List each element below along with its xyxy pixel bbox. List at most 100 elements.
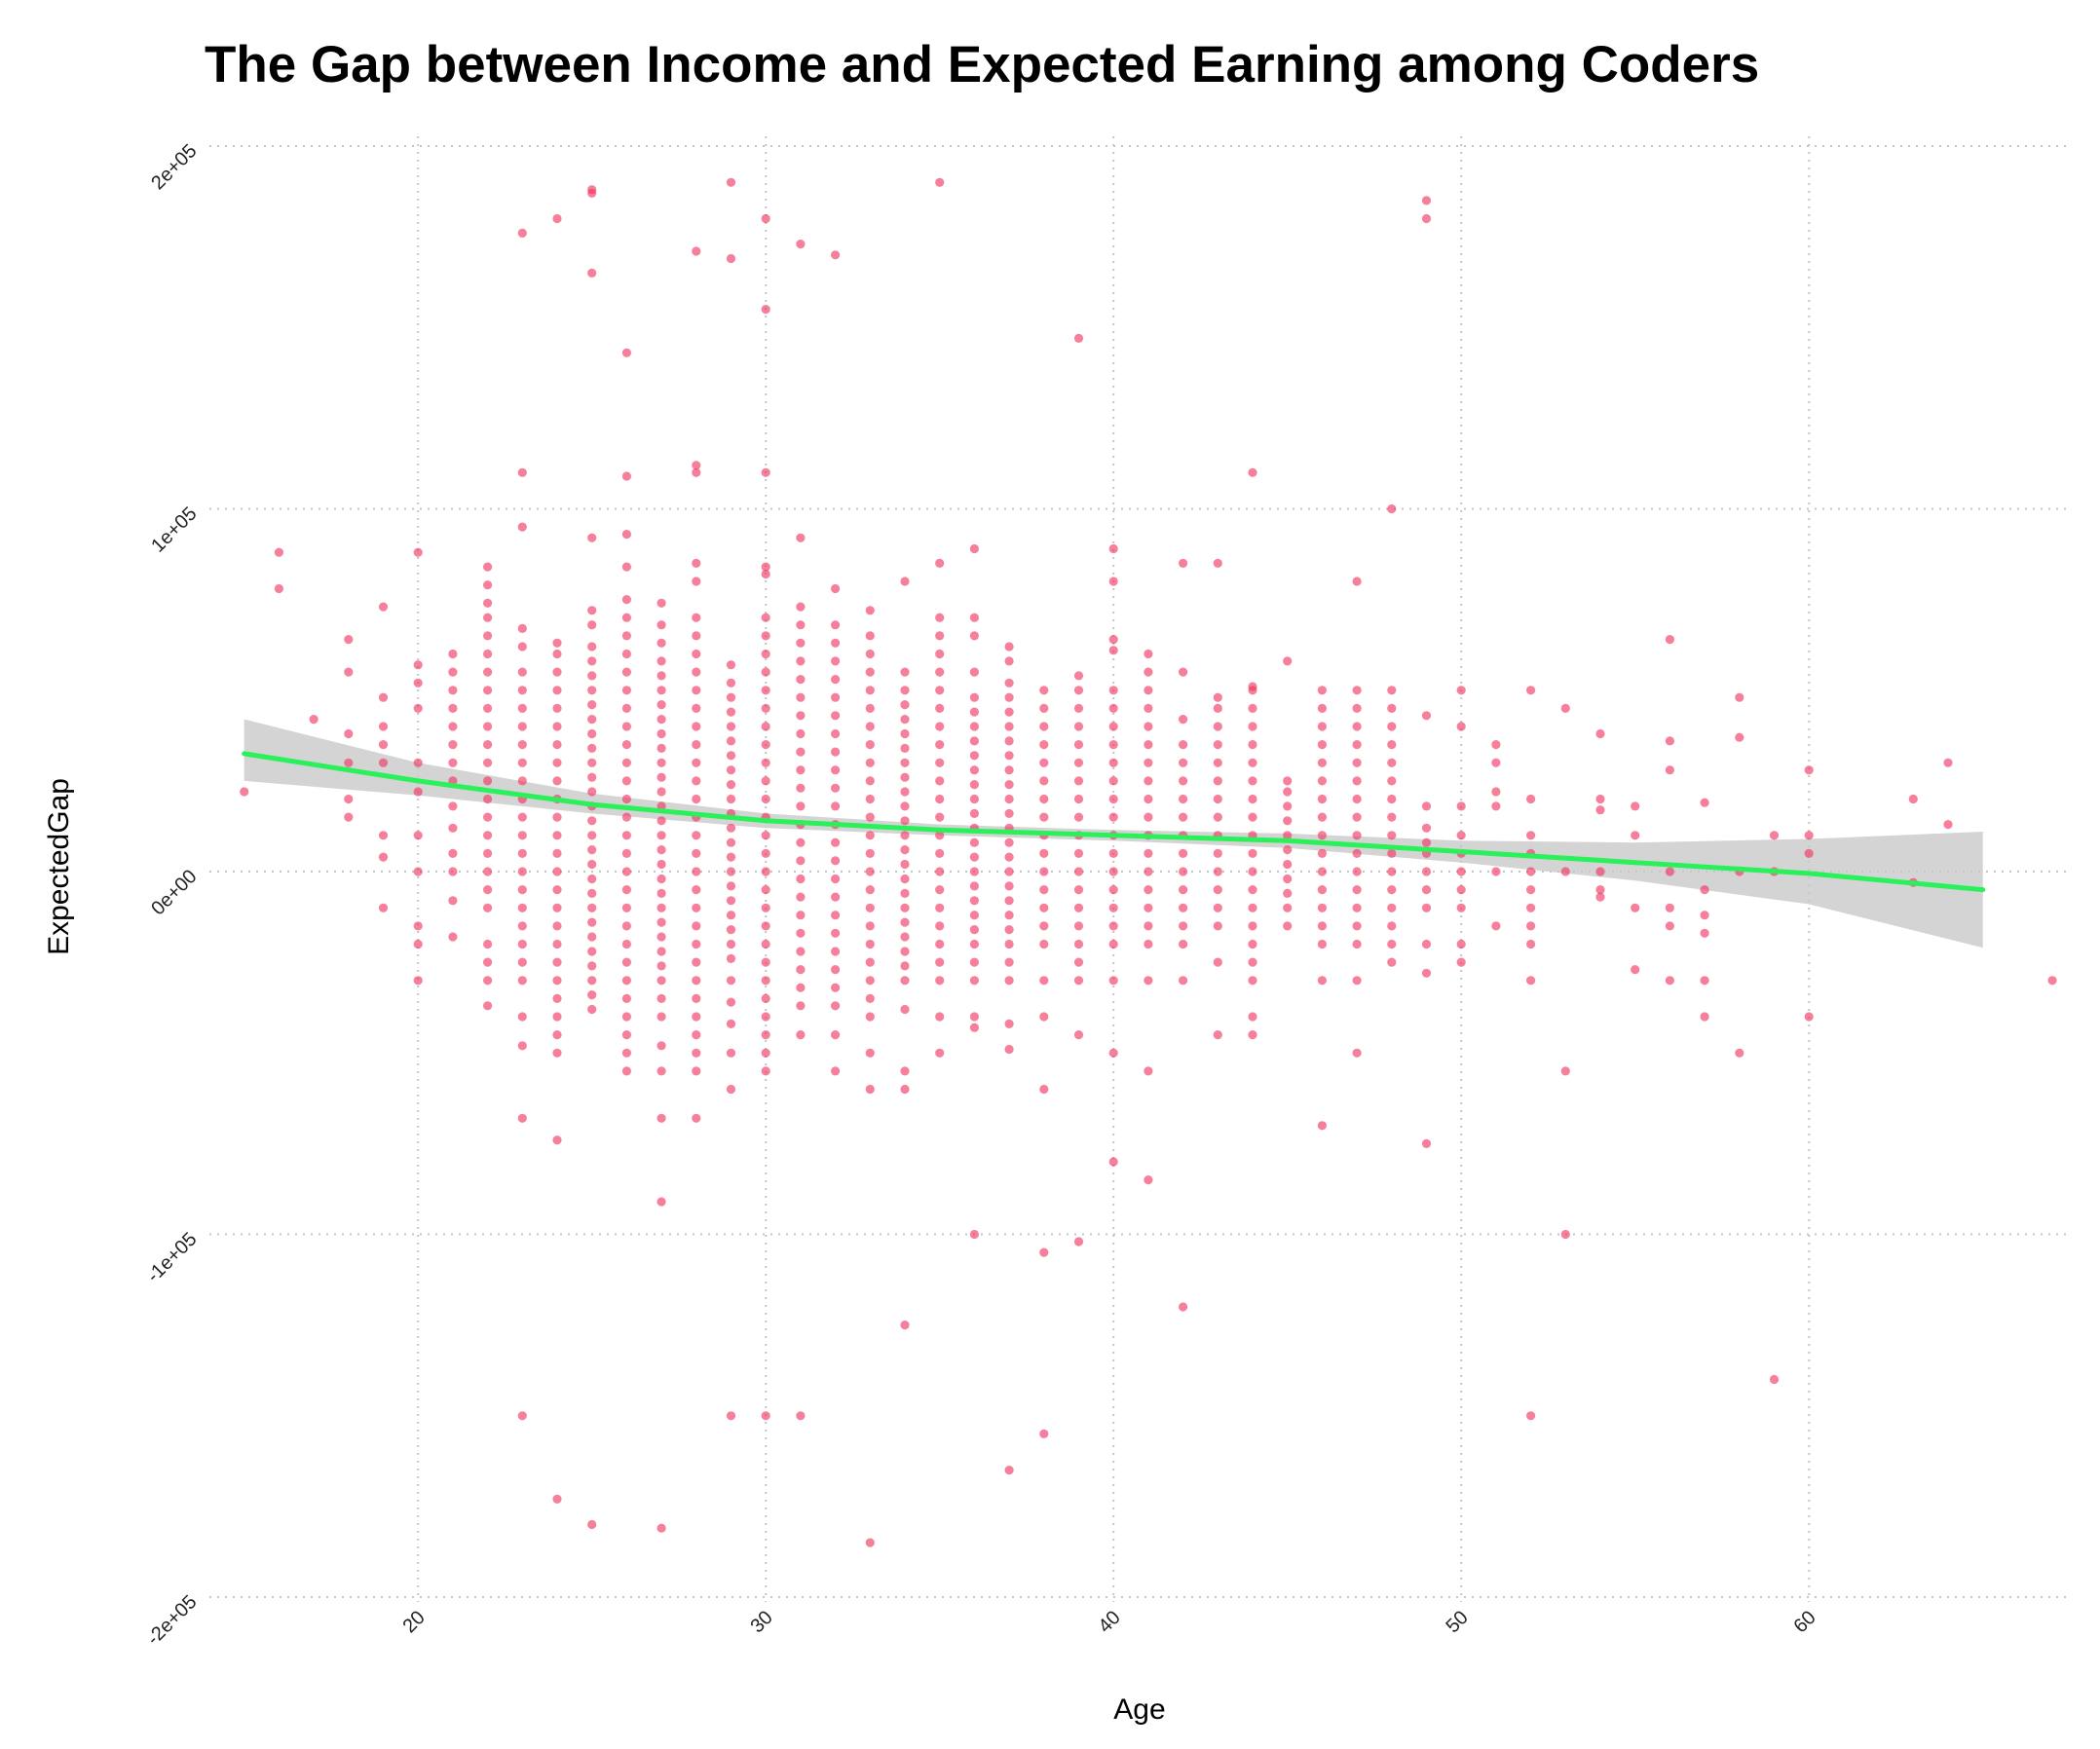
- data-point: [1004, 765, 1014, 775]
- data-point: [1144, 722, 1153, 731]
- data-point: [831, 747, 841, 757]
- data-point: [656, 917, 666, 927]
- data-point: [796, 911, 806, 920]
- data-point: [865, 667, 875, 677]
- data-point: [621, 812, 632, 822]
- data-point: [900, 888, 910, 899]
- x-tick-label: 30: [746, 1607, 776, 1637]
- data-point: [1248, 848, 1257, 859]
- data-point: [1665, 765, 1674, 775]
- data-point: [587, 715, 597, 725]
- data-point: [935, 903, 945, 912]
- data-point: [796, 983, 806, 992]
- x-tick-label: 60: [1789, 1607, 1819, 1637]
- data-point: [1108, 776, 1118, 786]
- data-point: [831, 250, 841, 260]
- data-points: [240, 177, 2057, 1547]
- data-point: [1352, 758, 1362, 767]
- data-point: [378, 722, 389, 731]
- data-point: [1108, 686, 1118, 695]
- data-point: [796, 856, 806, 866]
- data-point: [1108, 722, 1118, 731]
- data-point: [1179, 867, 1188, 876]
- data-point: [309, 715, 319, 725]
- data-point: [900, 874, 910, 884]
- data-point: [900, 917, 910, 927]
- data-point: [656, 903, 666, 912]
- data-point: [1004, 780, 1014, 790]
- data-point: [1213, 692, 1222, 702]
- data-point: [517, 776, 527, 786]
- data-point: [1108, 867, 1118, 876]
- data-point: [935, 613, 945, 622]
- data-point: [1456, 867, 1466, 876]
- data-point: [900, 961, 910, 971]
- data-point: [621, 776, 632, 786]
- data-point: [517, 740, 527, 750]
- data-point: [935, 1048, 945, 1058]
- data-point: [1387, 921, 1397, 931]
- data-point: [726, 911, 736, 920]
- data-point: [692, 686, 701, 695]
- data-point: [900, 976, 910, 986]
- data-point: [865, 867, 875, 876]
- data-point: [1804, 765, 1814, 775]
- data-point: [1352, 903, 1362, 912]
- data-point: [796, 928, 806, 938]
- data-point: [692, 649, 701, 659]
- data-point: [726, 976, 736, 986]
- data-point: [1317, 867, 1327, 876]
- data-point: [587, 831, 597, 840]
- data-point: [1595, 885, 1605, 895]
- data-point: [796, 1030, 806, 1040]
- data-point: [552, 722, 562, 731]
- data-point: [865, 848, 875, 859]
- data-point: [1317, 921, 1327, 931]
- data-point: [517, 831, 527, 840]
- data-point: [448, 801, 458, 811]
- data-point: [1491, 740, 1501, 750]
- data-point: [448, 649, 458, 659]
- data-point: [552, 703, 562, 714]
- data-point: [761, 649, 770, 659]
- data-point: [1317, 885, 1327, 895]
- data-point: [621, 649, 632, 659]
- data-point: [378, 852, 389, 862]
- data-point: [413, 703, 423, 714]
- data-point: [1213, 867, 1222, 876]
- data-point: [587, 268, 597, 278]
- data-point: [1213, 703, 1222, 714]
- data-point: [865, 722, 875, 731]
- data-point: [726, 1019, 736, 1028]
- data-point: [552, 885, 562, 895]
- data-point: [692, 885, 701, 895]
- data-point: [1213, 812, 1222, 822]
- data-point: [796, 1001, 806, 1011]
- data-point: [448, 667, 458, 677]
- data-point: [1283, 831, 1293, 840]
- data-point: [1283, 656, 1293, 666]
- data-point: [831, 675, 841, 685]
- data-point: [969, 794, 980, 804]
- data-point: [1352, 776, 1362, 786]
- data-point: [1491, 787, 1501, 797]
- data-point: [969, 1229, 980, 1240]
- data-point: [761, 305, 770, 315]
- data-point: [692, 939, 701, 949]
- data-point: [1526, 885, 1536, 895]
- data-point: [1456, 801, 1466, 811]
- data-point: [413, 678, 423, 688]
- data-point: [935, 794, 945, 804]
- data-point: [1004, 642, 1014, 651]
- data-point: [1700, 885, 1709, 895]
- data-point: [621, 1012, 632, 1022]
- data-point: [831, 1001, 841, 1011]
- data-point: [656, 831, 666, 840]
- data-point: [517, 522, 527, 532]
- data-point: [587, 917, 597, 927]
- data-point: [831, 947, 841, 956]
- data-point: [692, 758, 701, 767]
- data-point: [692, 848, 701, 859]
- data-point: [900, 831, 910, 840]
- data-point: [726, 751, 736, 761]
